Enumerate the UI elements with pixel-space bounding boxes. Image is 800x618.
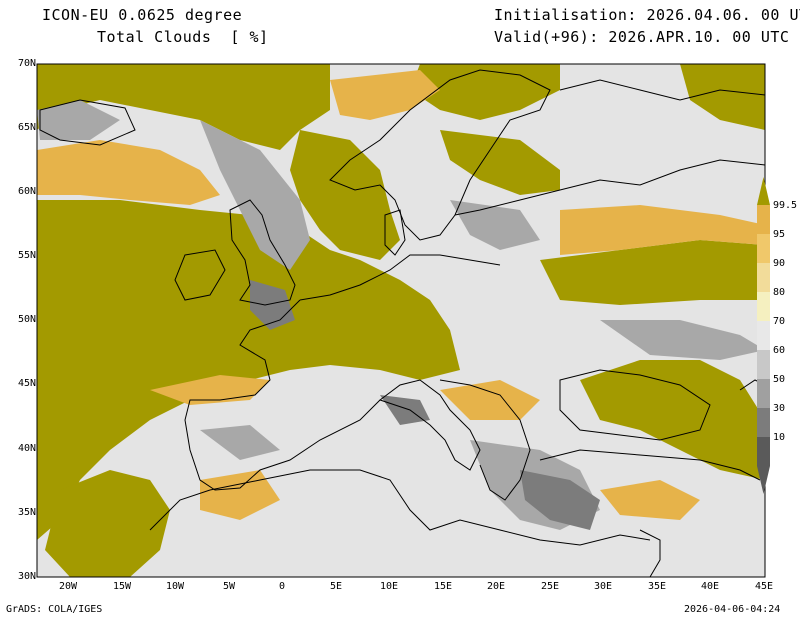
- colorbar: [757, 177, 770, 494]
- valid-time: Valid(+96): 2026.APR.10. 00 UTC: [494, 28, 790, 46]
- x-tick-label: 45E: [754, 581, 774, 592]
- x-tick-label: 15E: [433, 581, 453, 592]
- colorbar-label: 60: [773, 345, 786, 356]
- colorbar-segment: [757, 263, 770, 292]
- x-tick-label: 5E: [329, 581, 343, 592]
- x-tick-label: 35E: [647, 581, 667, 592]
- dark-grey-cloud: [250, 280, 600, 530]
- x-tick-label: 0: [278, 581, 286, 592]
- y-tick-label: 60N: [17, 186, 36, 197]
- field-title: Total Clouds [ %]: [97, 28, 269, 46]
- x-tick-label: 15W: [112, 581, 132, 592]
- colorbar-segment: [757, 321, 770, 350]
- model-title: ICON-EU 0.0625 degree: [42, 6, 243, 24]
- colorbar-label: 90: [773, 258, 786, 269]
- colorbar-overflow-triangle: [757, 177, 770, 205]
- map-field: [37, 64, 765, 577]
- y-tick-label: 40N: [17, 443, 36, 454]
- y-tick-label: 35N: [17, 507, 36, 518]
- colorbar-label: 95: [773, 229, 786, 240]
- colorbar-segment: [757, 292, 770, 321]
- colorbar-label: 80: [773, 287, 786, 298]
- y-tick-label: 65N: [17, 122, 36, 133]
- y-tick-label: 70N: [17, 58, 36, 69]
- x-tick-label: 25E: [540, 581, 560, 592]
- y-tick-label: 55N: [17, 250, 36, 261]
- x-tick-label: 30E: [593, 581, 613, 592]
- colorbar-label: 50: [773, 374, 786, 385]
- footer-credit: GrADS: COLA/IGES: [6, 604, 103, 615]
- x-tick-label: 40E: [700, 581, 720, 592]
- y-tick-label: 50N: [17, 314, 36, 325]
- colorbar-segment: [757, 350, 770, 379]
- colorbar-segment: [757, 379, 770, 408]
- colorbar-underflow-triangle: [757, 466, 770, 494]
- overcast-areas: [37, 64, 765, 577]
- colorbar-segment: [757, 234, 770, 263]
- colorbar-segment: [757, 437, 770, 466]
- x-tick-label: 10W: [165, 581, 185, 592]
- colorbar-segment: [757, 205, 770, 234]
- x-tick-label: 20W: [58, 581, 78, 592]
- x-tick-label: 10E: [379, 581, 399, 592]
- x-tick-label: 5W: [222, 581, 236, 592]
- y-tick-label: 45N: [17, 378, 36, 389]
- colorbar-label: 30: [773, 403, 786, 414]
- initialisation-time: Initialisation: 2026.04.06. 00 UTC: [494, 6, 800, 24]
- y-tick-label: 30N: [17, 571, 36, 582]
- x-tick-label: 20E: [486, 581, 506, 592]
- colorbar-label: 10: [773, 432, 786, 443]
- footer-timestamp: 2026-04-06-04:24: [684, 604, 781, 615]
- colorbar-label: 70: [773, 316, 786, 327]
- colorbar-label: 99.5: [773, 200, 798, 211]
- colorbar-segment: [757, 408, 770, 437]
